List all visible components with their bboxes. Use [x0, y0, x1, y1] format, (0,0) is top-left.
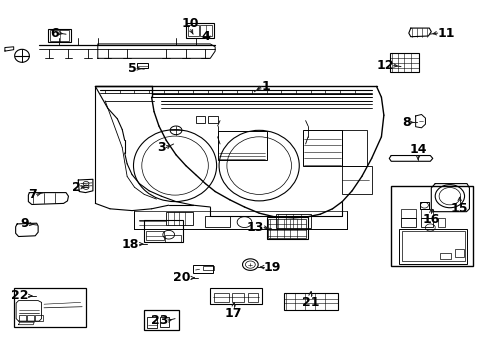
- Text: 1: 1: [261, 80, 270, 93]
- Bar: [266, 217, 307, 239]
- Bar: [144, 310, 179, 330]
- Bar: [203, 266, 213, 270]
- Text: 6: 6: [50, 27, 59, 40]
- Bar: [193, 265, 212, 273]
- Bar: [195, 116, 205, 123]
- Text: 8: 8: [401, 116, 410, 129]
- Bar: [35, 315, 42, 321]
- Bar: [398, 229, 467, 264]
- Bar: [439, 253, 450, 259]
- Text: 4: 4: [201, 30, 210, 42]
- Bar: [205, 216, 229, 227]
- Text: 2: 2: [72, 181, 81, 194]
- Text: 13: 13: [246, 221, 264, 234]
- Bar: [144, 220, 183, 242]
- Bar: [400, 209, 415, 218]
- Bar: [454, 249, 463, 257]
- Text: 3: 3: [157, 141, 166, 154]
- Text: 17: 17: [224, 307, 242, 320]
- Text: 19: 19: [264, 261, 281, 274]
- Bar: [214, 293, 228, 302]
- Text: 22: 22: [11, 289, 28, 302]
- Bar: [420, 209, 432, 218]
- Bar: [165, 235, 181, 242]
- Bar: [389, 53, 418, 72]
- Text: 5: 5: [128, 62, 137, 75]
- Text: 9: 9: [20, 217, 29, 230]
- Bar: [232, 293, 244, 302]
- Text: 20: 20: [173, 271, 190, 284]
- Bar: [437, 218, 444, 227]
- Bar: [342, 166, 371, 194]
- Bar: [283, 293, 338, 310]
- Bar: [14, 288, 86, 327]
- Text: 15: 15: [450, 202, 468, 215]
- Bar: [419, 202, 428, 209]
- Bar: [27, 315, 34, 321]
- Bar: [217, 131, 266, 160]
- Bar: [146, 317, 157, 328]
- Text: 18: 18: [122, 238, 139, 251]
- Bar: [50, 30, 69, 41]
- Text: 14: 14: [408, 143, 426, 156]
- Text: 7: 7: [28, 188, 37, 201]
- Text: 21: 21: [301, 296, 319, 309]
- Bar: [247, 293, 257, 302]
- Bar: [200, 25, 212, 36]
- Bar: [19, 315, 26, 321]
- Text: 12: 12: [375, 59, 393, 72]
- Text: 16: 16: [422, 213, 439, 226]
- Bar: [276, 214, 310, 228]
- Bar: [146, 231, 163, 240]
- Bar: [390, 186, 472, 266]
- Bar: [48, 29, 71, 42]
- Bar: [210, 288, 261, 304]
- Bar: [401, 231, 464, 261]
- Bar: [400, 218, 415, 227]
- Bar: [166, 212, 193, 225]
- Text: 11: 11: [437, 27, 454, 40]
- Text: 10: 10: [182, 17, 199, 30]
- Text: 23: 23: [151, 314, 168, 327]
- Bar: [137, 63, 147, 68]
- Bar: [160, 317, 169, 327]
- Bar: [342, 130, 366, 166]
- Bar: [185, 23, 214, 38]
- Bar: [268, 219, 305, 238]
- Bar: [303, 130, 342, 166]
- Bar: [207, 116, 217, 123]
- Bar: [187, 25, 198, 36]
- Bar: [420, 218, 432, 227]
